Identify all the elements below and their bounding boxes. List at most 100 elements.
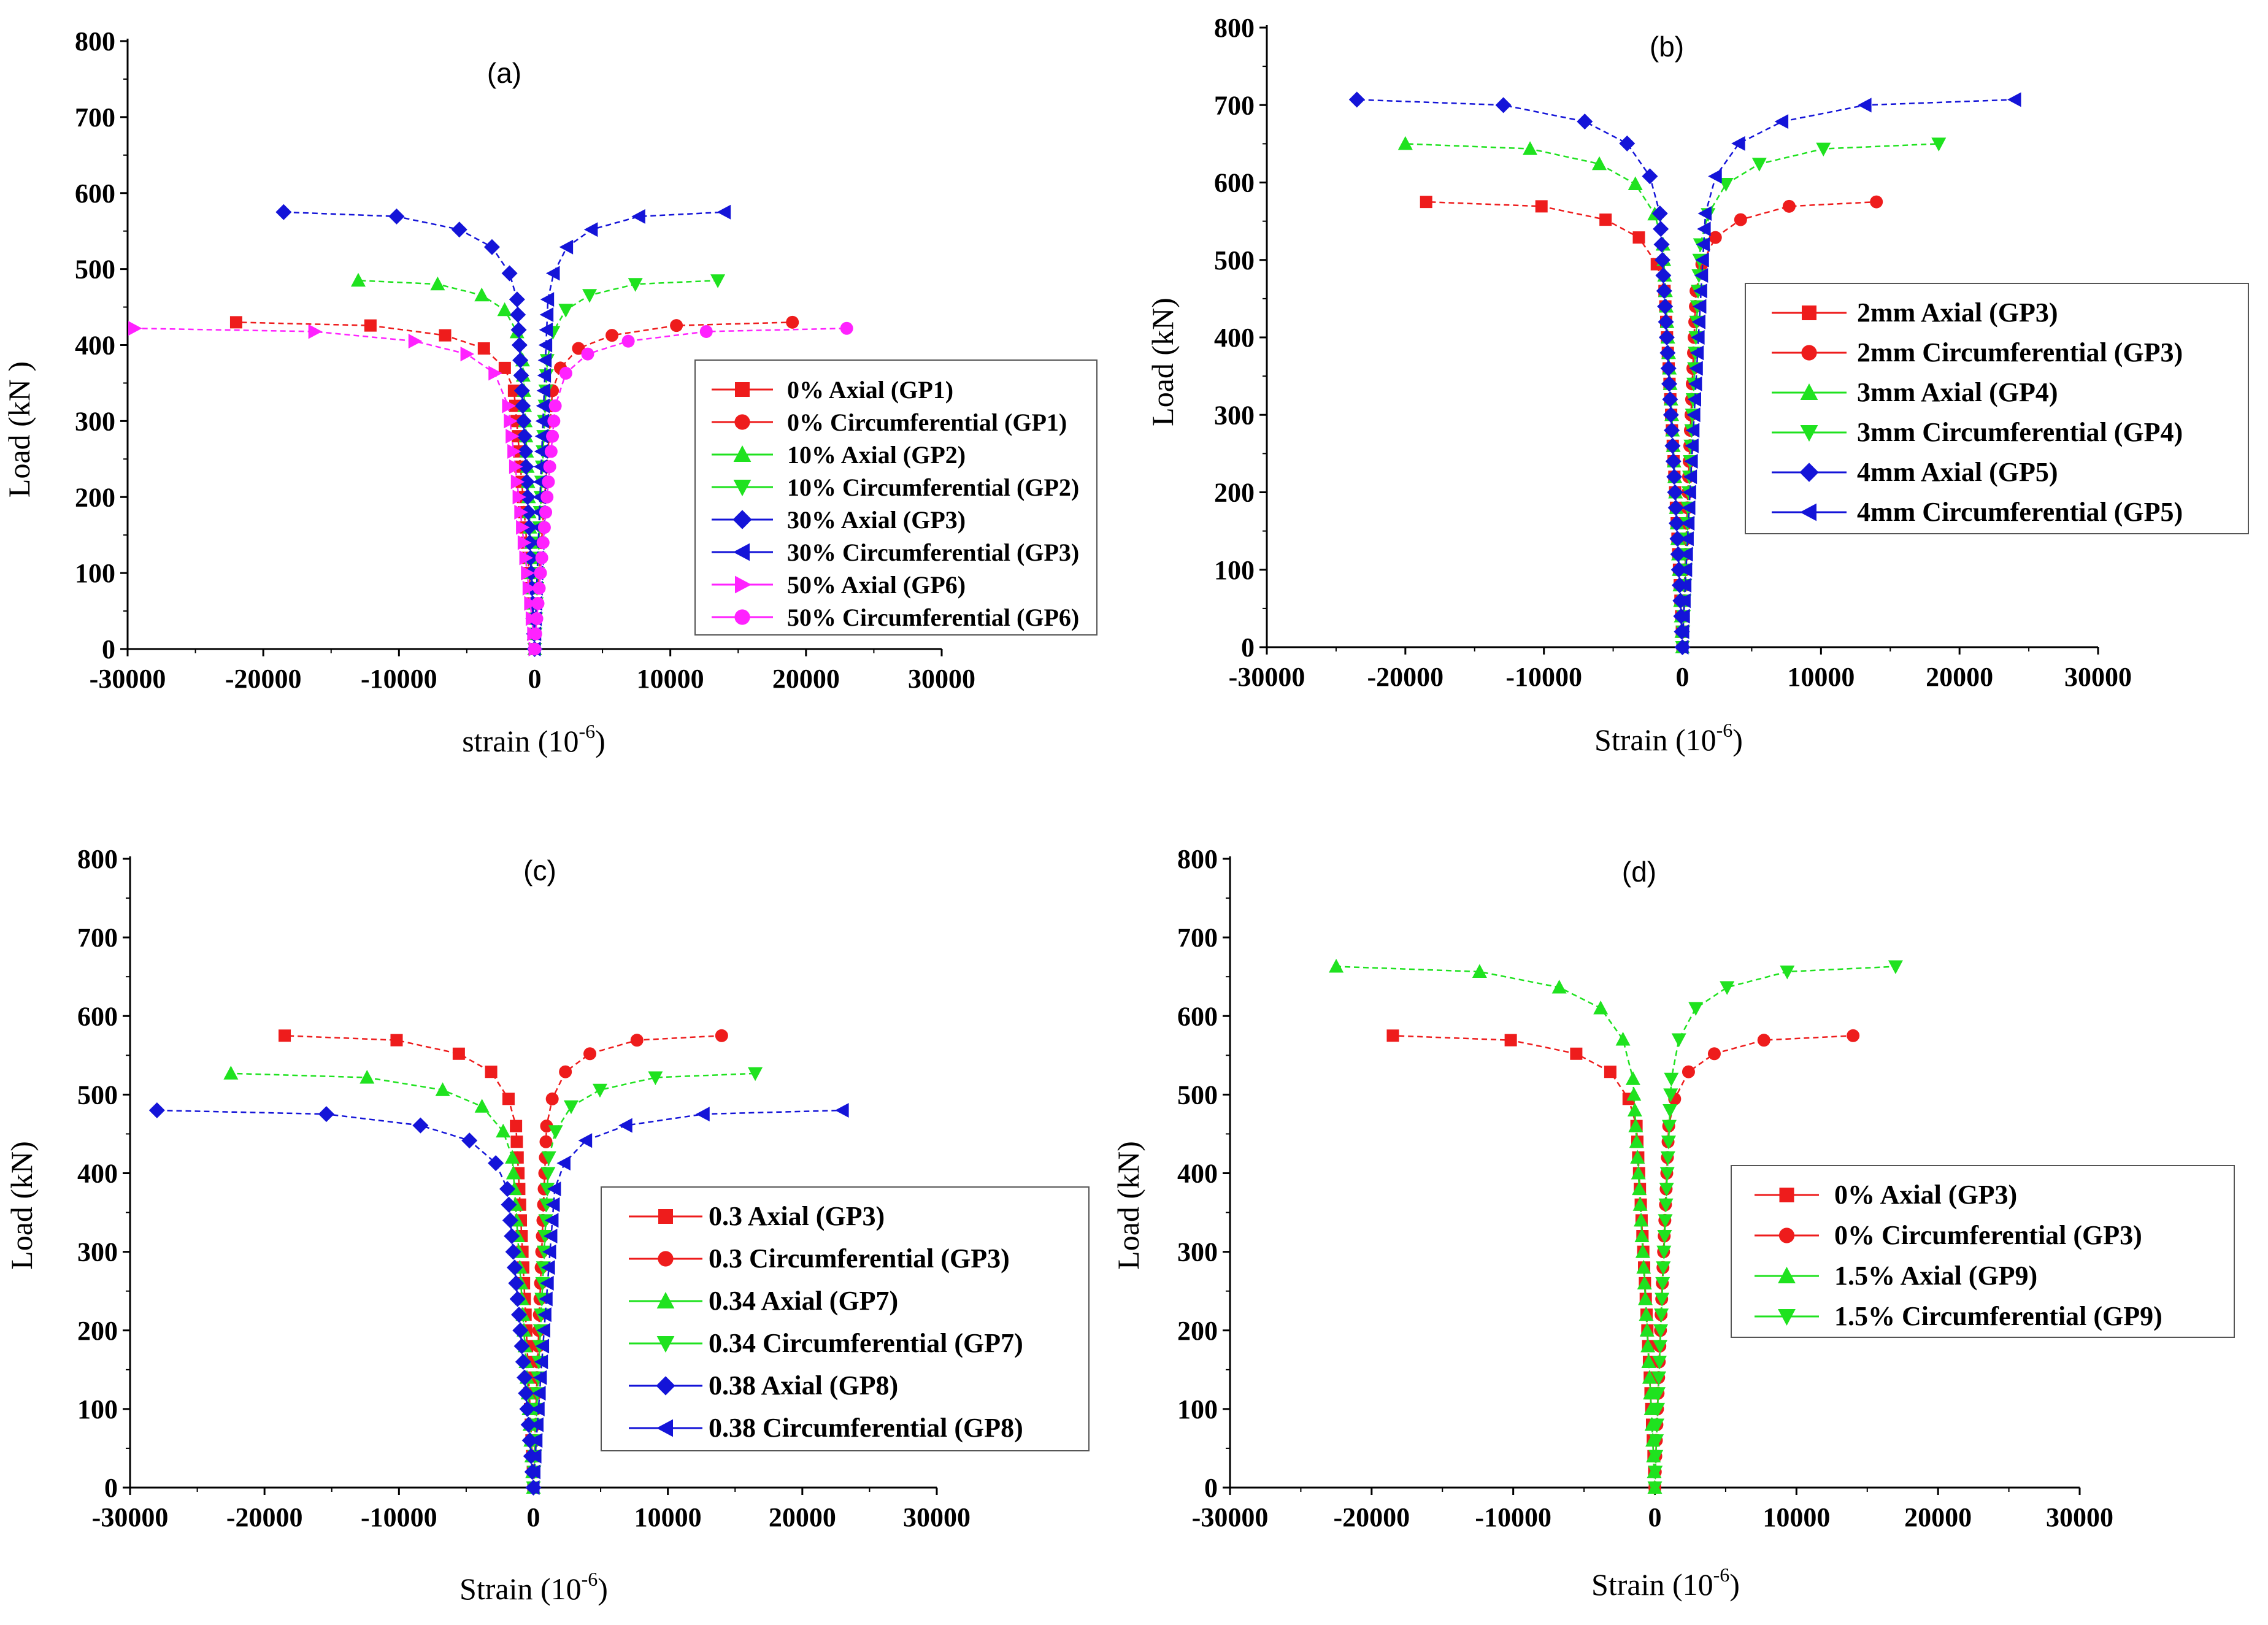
legend-entry: 30% Circumferential (GP3) [787, 539, 1079, 566]
x-axis-title: strain (10-6) [462, 720, 605, 758]
data-point [510, 1135, 523, 1148]
legend-marker [735, 575, 752, 594]
data-point [1870, 195, 1883, 209]
data-point [1888, 960, 1903, 975]
data-point [1504, 1034, 1517, 1047]
x-axis-title: Strain (10-6) [1591, 1564, 1740, 1602]
data-point [539, 1135, 553, 1148]
legend-entry: 2mm Axial (GP3) [1857, 298, 2058, 328]
data-point [1675, 624, 1689, 639]
data-point [488, 1155, 504, 1172]
data-point [1657, 298, 1674, 315]
data-point [1655, 267, 1672, 283]
data-point [1329, 959, 1344, 973]
data-point [1666, 469, 1683, 485]
legend-entry: 4mm Circumferential (GP5) [1857, 497, 2183, 527]
data-point [497, 302, 512, 317]
data-point [1709, 231, 1722, 244]
y-tick-label: 600 [77, 1001, 118, 1031]
x-tick-label: 10000 [1763, 1502, 1830, 1532]
data-point [628, 278, 643, 292]
data-point [528, 1433, 543, 1448]
data-point [621, 334, 635, 348]
data-point [532, 582, 546, 595]
data-point [1635, 1244, 1650, 1258]
series-line [1393, 1035, 1656, 1488]
data-point [1689, 345, 1704, 361]
data-point [507, 444, 521, 459]
data-point [510, 306, 526, 323]
legend-box [1745, 283, 2249, 534]
data-point [1678, 562, 1693, 577]
data-point [509, 291, 525, 308]
data-point [1640, 1338, 1656, 1353]
data-point [461, 1132, 478, 1149]
data-point [1671, 1033, 1686, 1047]
data-point [1658, 1214, 1673, 1228]
data-point [1658, 1198, 1674, 1213]
data-point [1648, 1466, 1663, 1480]
data-point [1680, 516, 1695, 531]
panel-label: (d) [1622, 856, 1656, 888]
series-line [1654, 1035, 1853, 1488]
data-point [1604, 1066, 1616, 1078]
data-point [1655, 1293, 1670, 1307]
data-point [1656, 1261, 1671, 1275]
data-point [279, 1029, 291, 1042]
data-point [1648, 1450, 1664, 1464]
data-point [1677, 593, 1691, 609]
data-point [1931, 137, 1947, 152]
data-point [229, 316, 242, 329]
data-point [1639, 1323, 1655, 1337]
data-point [544, 445, 558, 458]
y-tick-label: 100 [1177, 1394, 1218, 1424]
series-line [534, 327, 847, 650]
y-tick-label: 0 [1241, 632, 1255, 663]
legend-marker [1800, 383, 1818, 400]
data-point [1718, 178, 1734, 192]
data-point [508, 1275, 525, 1291]
legend: 0.3 Axial (GP3) 0.3 Circumferential (GP3)… [601, 1186, 1090, 1451]
series-line [1356, 99, 1683, 648]
legend-marker [733, 543, 750, 561]
x-tick-label: -30000 [92, 1502, 169, 1532]
data-point [1664, 422, 1680, 439]
legend-marker [1779, 1188, 1794, 1202]
data-point [1858, 98, 1872, 113]
legend: 0% Axial (GP1) 0% Circumferential (GP1) 10… [694, 359, 1097, 636]
data-point [534, 444, 548, 459]
data-point [1695, 252, 1709, 267]
y-tick-label: 600 [75, 179, 115, 209]
x-tick-label: -10000 [361, 664, 437, 694]
data-point [516, 428, 532, 445]
data-point [1551, 980, 1567, 994]
legend-marker [656, 1419, 673, 1437]
series-7 [128, 321, 542, 656]
data-point [518, 474, 535, 490]
data-point [581, 347, 594, 361]
data-point [563, 1100, 579, 1115]
x-tick-label: 20000 [769, 1502, 836, 1532]
data-point [1662, 391, 1678, 407]
data-point [1634, 1212, 1649, 1227]
data-point [717, 204, 731, 220]
axes-a: 0 100 200 300 400 500 600 700 800 -30000 -20000 -10… [75, 26, 975, 694]
series-4 [1647, 960, 1903, 1496]
data-point [559, 366, 572, 380]
legend-marker [1801, 345, 1817, 361]
data-point [515, 1354, 531, 1370]
y-tick-label: 0 [1204, 1473, 1218, 1503]
panel-label: (b) [1650, 31, 1684, 63]
x-tick-label: -20000 [1367, 662, 1444, 692]
data-point [618, 1118, 632, 1133]
legend-marker [732, 510, 752, 529]
data-point [435, 1082, 450, 1096]
data-point [364, 319, 377, 332]
data-point [699, 325, 713, 338]
legend-entry: 50% Axial (GP6) [787, 571, 966, 599]
x-tick-label: 20000 [772, 664, 840, 694]
data-point [515, 413, 532, 429]
y-tick-label: 400 [77, 1159, 118, 1189]
data-point [670, 319, 683, 332]
data-point [1780, 966, 1795, 980]
